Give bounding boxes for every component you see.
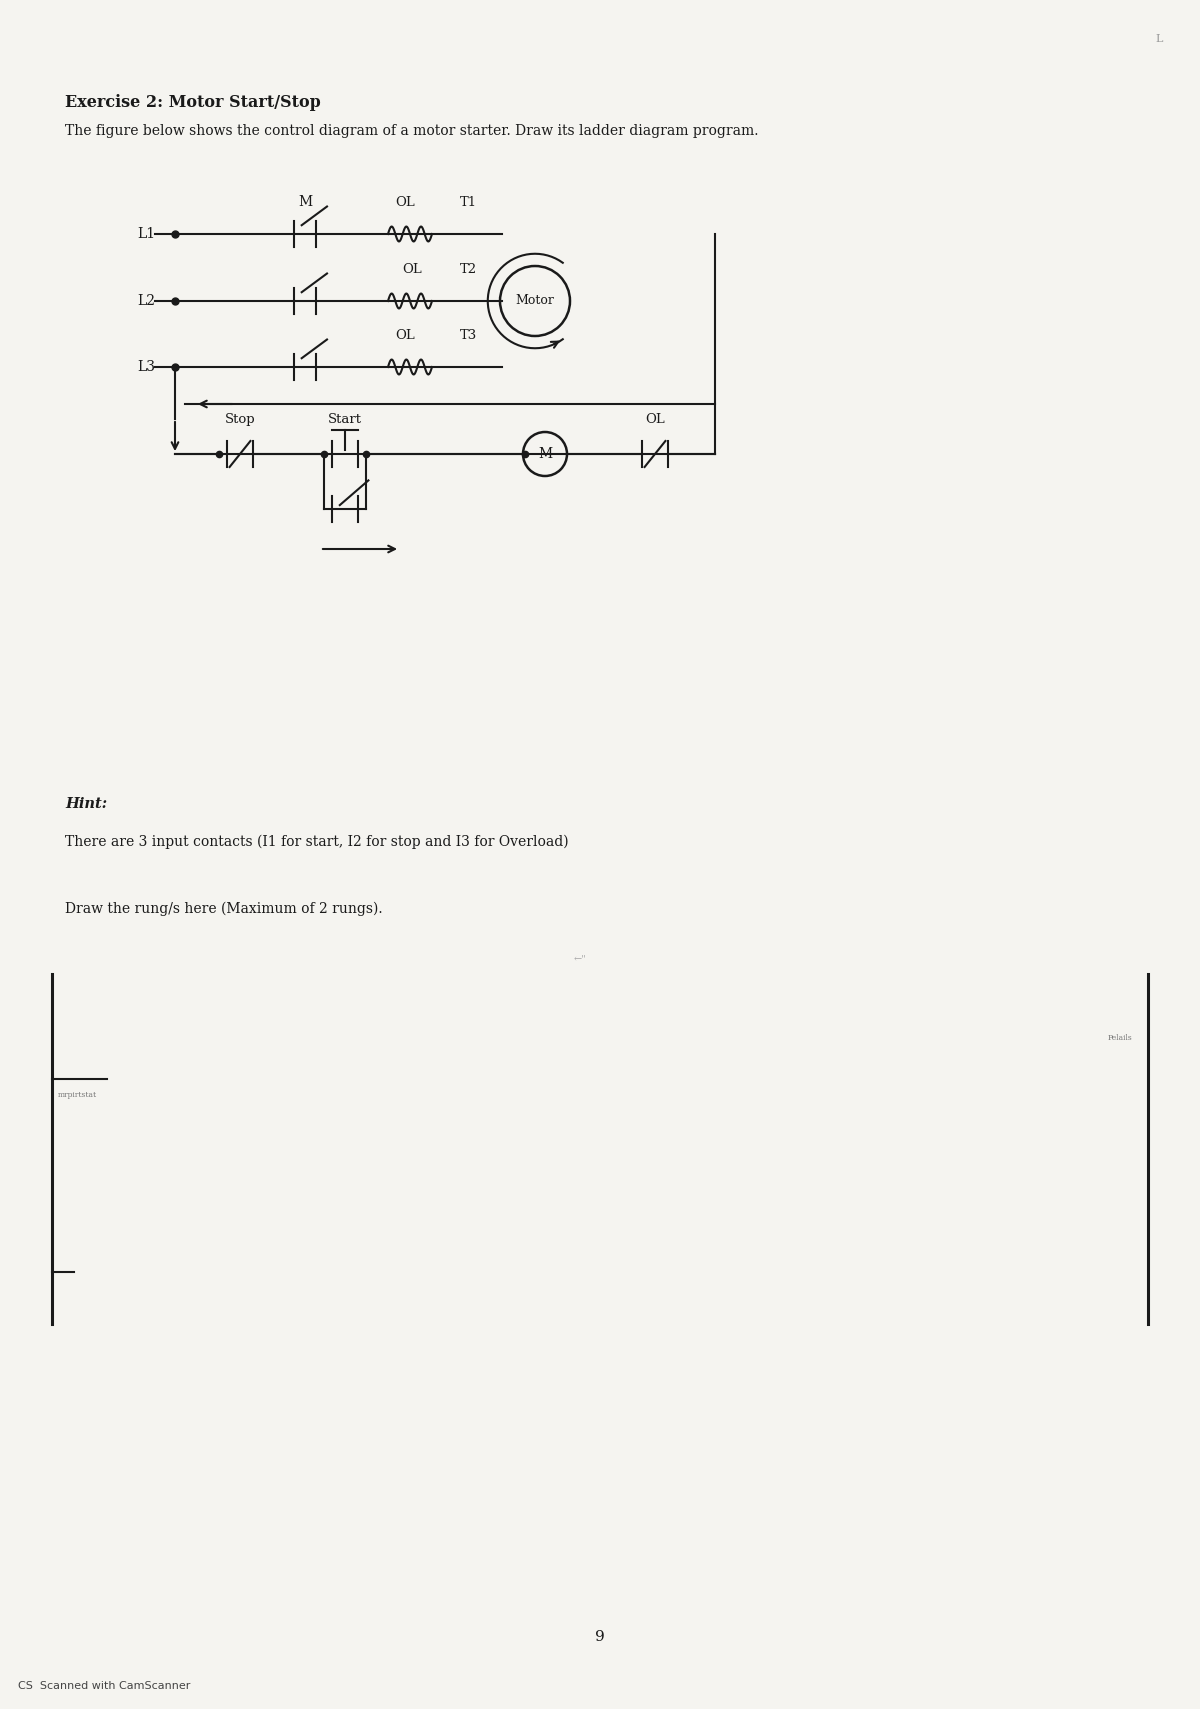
Text: T3: T3 bbox=[460, 330, 478, 342]
Text: OL: OL bbox=[395, 197, 415, 208]
Text: M: M bbox=[298, 195, 312, 208]
Text: CS  Scanned with CamScanner: CS Scanned with CamScanner bbox=[18, 1682, 191, 1690]
Text: ←": ←" bbox=[574, 954, 587, 962]
Text: There are 3 input contacts (I1 for start, I2 for stop and I3 for Overload): There are 3 input contacts (I1 for start… bbox=[65, 836, 569, 849]
Text: T2: T2 bbox=[460, 263, 478, 275]
Text: L2: L2 bbox=[137, 294, 155, 308]
Text: L3: L3 bbox=[137, 361, 155, 374]
Text: Stop: Stop bbox=[224, 414, 256, 426]
Text: Pelails: Pelails bbox=[1108, 1034, 1133, 1042]
Text: L1: L1 bbox=[137, 227, 155, 241]
Text: T1: T1 bbox=[460, 197, 478, 208]
Text: OL: OL bbox=[402, 263, 422, 275]
Text: Motor: Motor bbox=[516, 294, 554, 308]
Text: Draw the rung/s here (Maximum of 2 rungs).: Draw the rung/s here (Maximum of 2 rungs… bbox=[65, 902, 383, 916]
Text: The figure below shows the control diagram of a motor starter. Draw its ladder d: The figure below shows the control diagr… bbox=[65, 125, 758, 138]
Text: 9: 9 bbox=[595, 1630, 605, 1644]
Text: OL: OL bbox=[646, 414, 665, 426]
Text: mrpirtstat: mrpirtstat bbox=[58, 1090, 97, 1099]
Text: Exercise 2: Motor Start/Stop: Exercise 2: Motor Start/Stop bbox=[65, 94, 320, 111]
Text: L: L bbox=[1154, 34, 1163, 44]
Text: Hint:: Hint: bbox=[65, 796, 107, 812]
Text: M: M bbox=[538, 448, 552, 461]
Text: Start: Start bbox=[328, 414, 362, 426]
Text: OL: OL bbox=[395, 330, 415, 342]
